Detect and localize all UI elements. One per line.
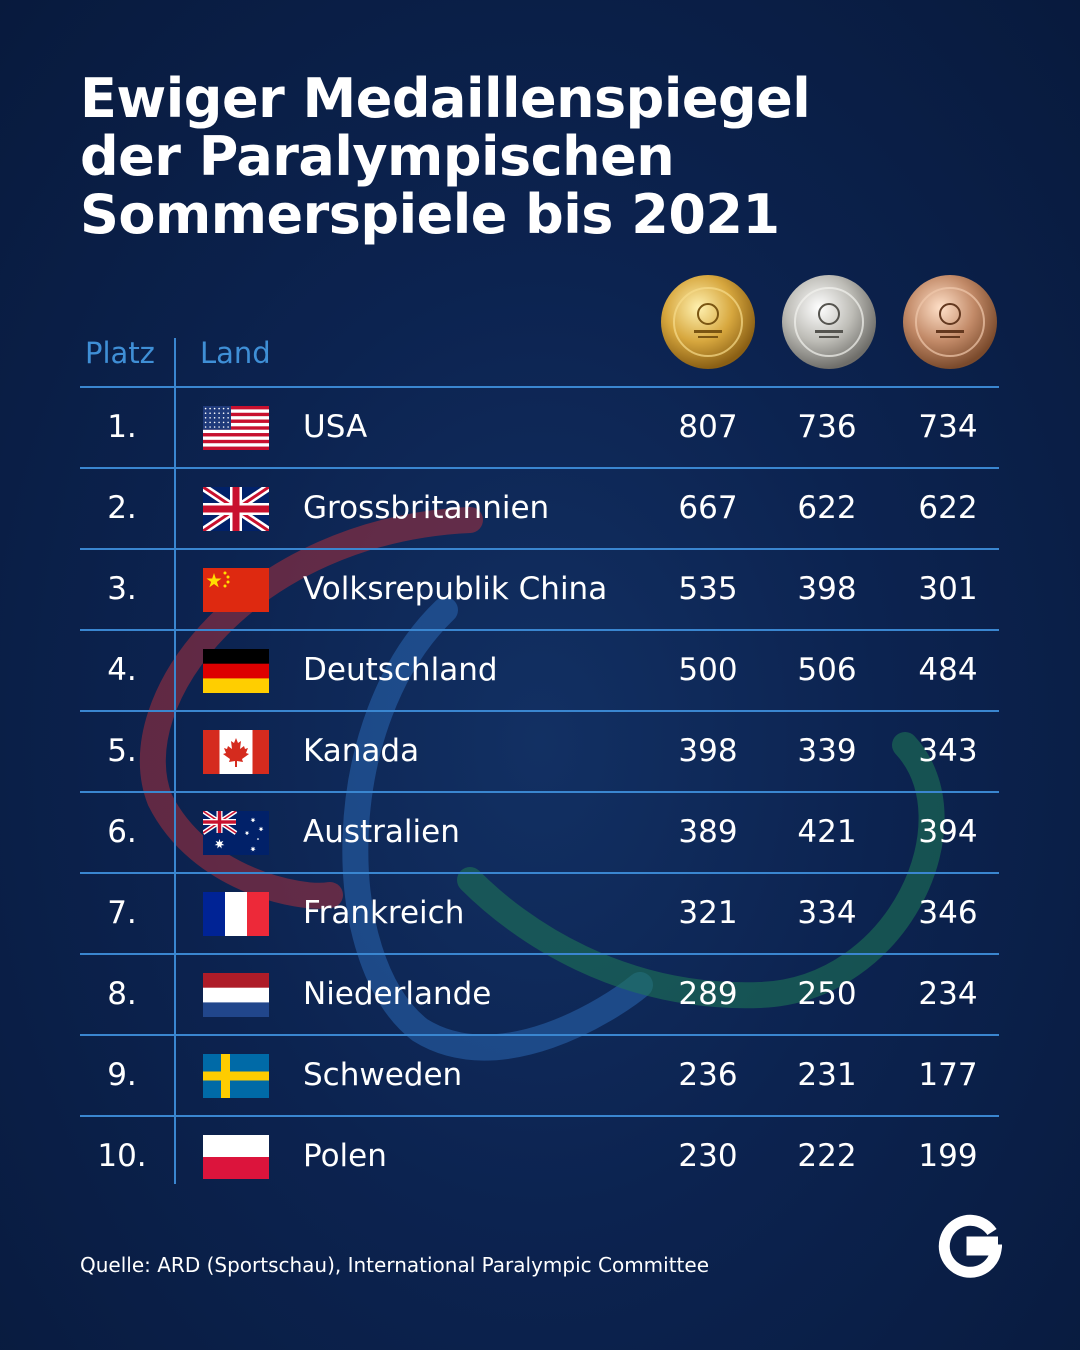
bronze-count-cell: 234: [918, 976, 978, 1012]
silver-count-cell: 398: [797, 571, 857, 607]
country-cell: Deutschland: [303, 652, 498, 688]
table-top-line: [80, 386, 999, 388]
header-country: Land: [200, 336, 271, 370]
silver-count-cell: 222: [797, 1138, 857, 1174]
gold-count-cell: 289: [678, 976, 738, 1012]
table-row: 10. Polen 230 222 199: [80, 1116, 999, 1197]
gold-count-cell: 230: [678, 1138, 738, 1174]
gold-count-cell: 321: [678, 895, 738, 931]
table-row: 5. Kanada 398 339 343: [80, 711, 999, 792]
title-line-2: der Paralympischen: [80, 125, 675, 188]
gold-count-cell: 389: [678, 814, 738, 850]
country-cell: Volksrepublik China: [303, 571, 608, 607]
silver-count-cell: 736: [797, 409, 857, 445]
title-line-1: Ewiger Medaillenspiegel: [80, 67, 811, 130]
silver-count-cell: 622: [797, 490, 857, 526]
silver-count-cell: 231: [797, 1057, 857, 1093]
rank-cell: 3.: [107, 571, 137, 607]
rank-cell: 10.: [97, 1138, 147, 1174]
bronze-count-cell: 622: [918, 490, 978, 526]
rank-cell: 9.: [107, 1057, 137, 1093]
gold-count-cell: 535: [678, 571, 738, 607]
gold-count-cell: 667: [678, 490, 738, 526]
silver-medal-icon: [782, 275, 876, 369]
country-cell: Kanada: [303, 733, 420, 769]
gold-count-cell: 236: [678, 1057, 738, 1093]
china-flag-icon: [203, 568, 269, 612]
table-row: 6. Australien 389 421 394: [80, 792, 999, 873]
uk-flag-icon: [203, 487, 269, 531]
rank-cell: 7.: [107, 895, 137, 931]
netherlands-flag-icon: [203, 973, 269, 1017]
country-cell: Niederlande: [303, 976, 492, 1012]
table-row: 2. Grossbritannien 667 622 622: [80, 468, 999, 549]
bronze-count-cell: 484: [918, 652, 978, 688]
silver-count-cell: 421: [797, 814, 857, 850]
g-logo-icon: [938, 1214, 1002, 1278]
row-separator: [80, 953, 999, 955]
usa-flag-icon: [203, 406, 269, 450]
bronze-count-cell: 177: [918, 1057, 978, 1093]
canada-flag-icon: [203, 730, 269, 774]
silver-count-cell: 250: [797, 976, 857, 1012]
table-row: 7. Frankreich 321 334 346: [80, 873, 999, 954]
rank-cell: 2.: [107, 490, 137, 526]
row-separator: [80, 1034, 999, 1036]
country-cell: Schweden: [303, 1057, 463, 1093]
country-cell: USA: [303, 409, 368, 445]
country-cell: Frankreich: [303, 895, 465, 931]
gold-count-cell: 398: [678, 733, 738, 769]
silver-count-cell: 334: [797, 895, 857, 931]
row-separator: [80, 467, 999, 469]
row-separator: [80, 791, 999, 793]
country-cell: Polen: [303, 1138, 387, 1174]
rank-cell: 4.: [107, 652, 137, 688]
bronze-count-cell: 199: [918, 1138, 978, 1174]
country-cell: Grossbritannien: [303, 490, 550, 526]
gold-count-cell: 500: [678, 652, 738, 688]
rank-cell: 5.: [107, 733, 137, 769]
australia-flag-icon: [203, 811, 269, 855]
bronze-count-cell: 346: [918, 895, 978, 931]
table-row: 3. Volksrepublik China 535 398 301: [80, 549, 999, 630]
poland-flag-icon: [203, 1135, 269, 1179]
column-divider: [174, 338, 176, 1184]
silver-count-cell: 339: [797, 733, 857, 769]
gold-count-cell: 807: [678, 409, 738, 445]
table-row: 4. Deutschland 500 506 484: [80, 630, 999, 711]
rank-cell: 8.: [107, 976, 137, 1012]
country-cell: Australien: [303, 814, 460, 850]
bronze-count-cell: 301: [918, 571, 978, 607]
france-flag-icon: [203, 892, 269, 936]
table-row: 1. USA 807 736 734: [80, 387, 999, 468]
bronze-count-cell: 734: [918, 409, 978, 445]
bronze-count-cell: 343: [918, 733, 978, 769]
rank-cell: 6.: [107, 814, 137, 850]
bronze-medal-icon: [903, 275, 997, 369]
source-note: Quelle: ARD (Sportschau), International …: [80, 1253, 710, 1277]
table-row: 8. Niederlande 289 250 234: [80, 954, 999, 1035]
row-separator: [80, 710, 999, 712]
silver-count-cell: 506: [797, 652, 857, 688]
gold-medal-icon: [661, 275, 755, 369]
table-row: 9. Schweden 236 231 177: [80, 1035, 999, 1116]
row-separator: [80, 872, 999, 874]
row-separator: [80, 629, 999, 631]
title-line-3: Sommerspiele bis 2021: [80, 183, 780, 246]
header-rank: Platz: [85, 336, 155, 370]
row-separator: [80, 1115, 999, 1117]
germany-flag-icon: [203, 649, 269, 693]
row-separator: [80, 548, 999, 550]
bronze-count-cell: 394: [918, 814, 978, 850]
page-title: Ewiger Medaillenspiegel der Paralympisch…: [80, 70, 1000, 244]
sweden-flag-icon: [203, 1054, 269, 1098]
rank-cell: 1.: [107, 409, 137, 445]
